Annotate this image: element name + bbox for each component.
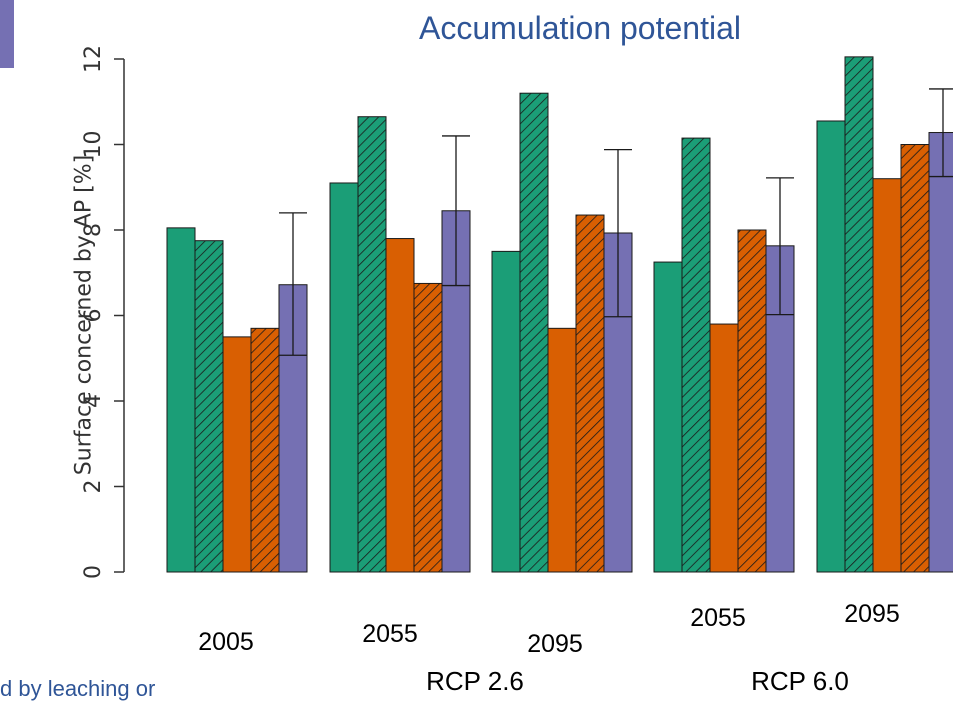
bar xyxy=(329,182,359,573)
y-tick-label: 4 xyxy=(81,394,106,408)
bar xyxy=(519,92,549,573)
bar xyxy=(575,214,605,573)
bar xyxy=(844,56,874,573)
chart-title: Accumulation potential xyxy=(419,10,741,46)
bar xyxy=(709,323,739,573)
y-tick-label: 8 xyxy=(81,223,106,237)
bar xyxy=(385,238,415,573)
legend-swatch-fragment xyxy=(0,0,14,68)
bar xyxy=(900,144,930,573)
bar xyxy=(653,261,683,573)
bar xyxy=(222,336,252,573)
bar xyxy=(194,240,224,573)
x-tick-label: 2095 xyxy=(527,630,583,658)
y-tick-label: 10 xyxy=(81,131,106,159)
y-tick-label: 6 xyxy=(81,309,106,323)
bar xyxy=(928,132,953,573)
y-tick-label: 0 xyxy=(81,565,106,579)
x-tick-label: 2095 xyxy=(844,600,900,628)
scenario-label: RCP 2.6 xyxy=(426,666,524,696)
bar xyxy=(547,327,577,573)
x-tick-label: 2005 xyxy=(198,628,254,656)
scenario-label: RCP 6.0 xyxy=(751,666,849,696)
x-tick-label: 2055 xyxy=(690,604,746,632)
y-tick-label: 12 xyxy=(81,45,106,73)
bar xyxy=(681,137,711,573)
bar xyxy=(816,120,846,573)
footnote-text: d by leaching or xyxy=(0,676,156,701)
bar xyxy=(166,227,196,573)
bar xyxy=(250,327,280,573)
bar xyxy=(491,250,521,573)
bar xyxy=(872,178,902,573)
bar xyxy=(413,282,443,573)
y-tick-label: 2 xyxy=(81,480,106,494)
bar xyxy=(357,116,387,573)
x-tick-label: 2055 xyxy=(362,620,418,648)
bar xyxy=(737,229,767,573)
